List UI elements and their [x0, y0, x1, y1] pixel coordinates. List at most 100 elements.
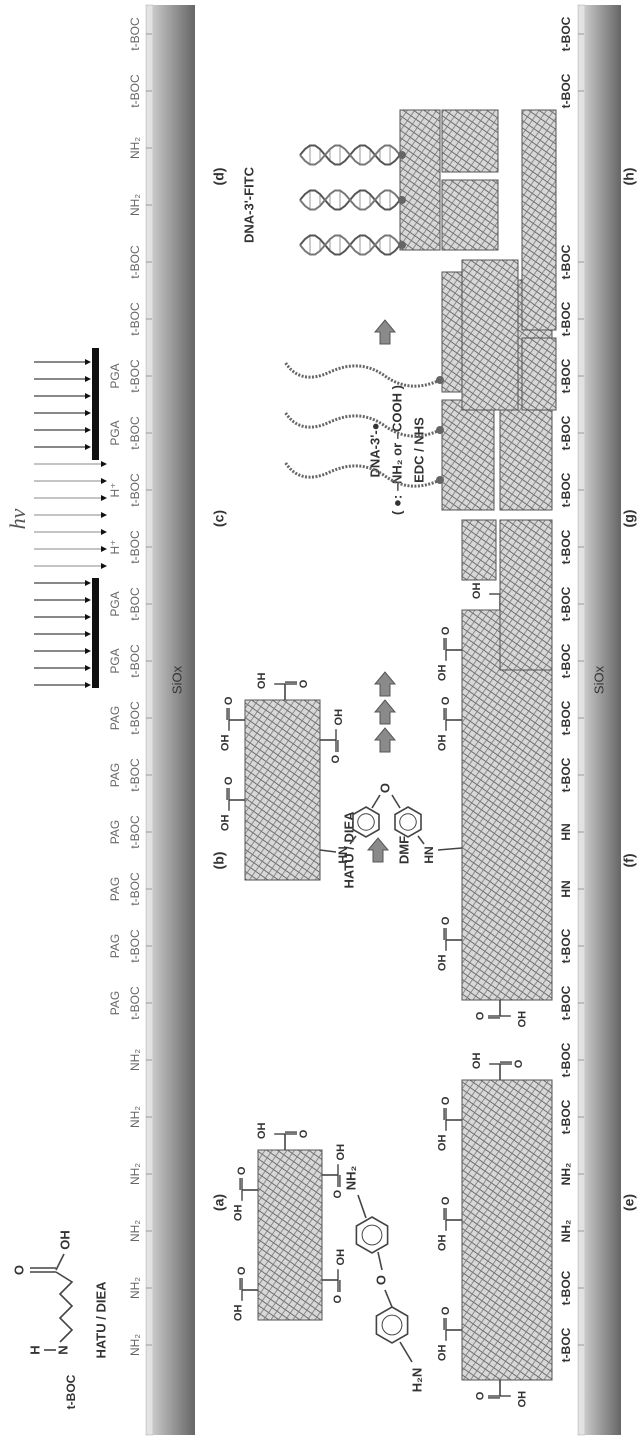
benzene-ring — [375, 1306, 409, 1344]
atom-label: OH — [256, 672, 268, 689]
process-arrow — [366, 837, 390, 863]
atom-label: OH — [437, 1344, 449, 1361]
attachment-point — [436, 476, 444, 484]
surface-cover: PAG — [108, 934, 122, 958]
surface-cover: PAG — [108, 706, 122, 730]
surface-cover: PAG — [108, 991, 122, 1015]
dna-strand — [283, 411, 441, 438]
atom-label: OH — [437, 954, 449, 971]
surface-group: t-BOC — [128, 815, 142, 849]
substrate-top-face — [145, 4, 154, 1436]
surface-group: t-BOC — [559, 700, 573, 735]
surface-cover: PAG — [108, 877, 122, 901]
carbon-nanotube — [441, 399, 495, 511]
panel-label: (b) — [211, 852, 227, 870]
surface-group: t-BOC — [559, 301, 573, 336]
surface-group: t-BOC — [128, 986, 142, 1020]
reagent-label: DMF — [396, 836, 411, 864]
atom-label: OH — [220, 814, 232, 831]
atom-label: OH — [220, 734, 232, 751]
panel-label: (g) — [621, 510, 637, 528]
bond — [399, 1341, 413, 1363]
benzene-ring — [394, 806, 422, 838]
process-arrow — [373, 319, 397, 345]
atom-label: O — [475, 1011, 487, 1020]
surface-group: t-BOC — [128, 74, 142, 108]
surface-group: t-BOC — [559, 1099, 573, 1134]
surface-group: NH₂ — [128, 1277, 142, 1299]
bond — [417, 835, 425, 845]
carbon-nanotube — [461, 1079, 553, 1381]
substrate-top-row — [153, 5, 195, 1435]
panel-label: (f) — [621, 854, 637, 868]
substrate-label: SiOx — [169, 665, 184, 694]
reagent-label: DNA-3'-FITC — [241, 166, 256, 243]
process-arrow — [373, 699, 397, 725]
atom-label: O — [440, 626, 452, 635]
bond — [357, 1194, 367, 1219]
surface-cover: PGA — [108, 363, 122, 388]
reagent-label: EDC / NHS — [411, 417, 426, 483]
attachment-point — [398, 151, 406, 159]
surface-group: t-BOC — [128, 302, 142, 336]
surface-group: NH₂ — [559, 1163, 573, 1186]
aromatic-circle — [357, 813, 375, 831]
attachment-point — [436, 426, 444, 434]
surface-group: t-BOC — [128, 17, 142, 51]
bond — [319, 849, 337, 853]
surface-cover: H⁺ — [108, 483, 122, 498]
benzene-ring — [355, 1216, 389, 1254]
bond — [391, 794, 401, 809]
surface-group: t-BOC — [559, 472, 573, 507]
atom-label: O — [298, 1129, 310, 1138]
panel-label: (d) — [211, 168, 227, 186]
aromatic-circle — [361, 1224, 383, 1246]
reagent-label: HATU / DIEA — [93, 1281, 108, 1359]
atom-label: O — [332, 1294, 344, 1303]
bond — [371, 794, 381, 809]
atom-label: O — [440, 916, 452, 925]
surface-group: t-BOC — [559, 985, 573, 1020]
light-label: hv — [5, 508, 30, 529]
surface-group: t-BOC — [128, 758, 142, 792]
atom-label: OH — [233, 1304, 245, 1321]
alkyl-chain — [55, 1271, 74, 1343]
bond — [55, 1253, 65, 1271]
surface-group: t-BOC — [128, 245, 142, 279]
atom-label: O — [475, 1391, 487, 1400]
atom-label: O — [440, 1196, 452, 1205]
atom-label: OH — [256, 1122, 268, 1139]
dna-helix-strand — [299, 189, 401, 211]
surface-group: t-BOC — [559, 73, 573, 108]
surface-group: NH₂ — [128, 1334, 142, 1356]
atom-label: O — [11, 1265, 26, 1275]
attachment-point — [398, 196, 406, 204]
atom-label: HN — [336, 846, 350, 863]
atom-label: OH — [471, 582, 483, 599]
aromatic-circle — [399, 813, 417, 831]
dna-helix-strand — [299, 144, 401, 166]
surface-group: t-BOC — [559, 1327, 573, 1362]
substrate-label: SiOx — [591, 665, 606, 694]
reagent-label: HATU / DIEA — [341, 811, 356, 889]
surface-group: t-BOC — [559, 757, 573, 792]
surface-cover: PAG — [108, 763, 122, 787]
atom-label: O — [298, 679, 310, 688]
surface-cover: PGA — [108, 648, 122, 673]
carbon-nanotube — [244, 699, 321, 881]
atom-label: OH — [437, 1134, 449, 1151]
atom-label: H₂N — [409, 1368, 424, 1393]
carbon-nanotube — [499, 519, 553, 671]
attachment-point — [398, 241, 406, 249]
surface-group: NH₂ — [128, 1163, 142, 1185]
surface-group: t-BOC — [128, 644, 142, 678]
atom-label: OH — [517, 1391, 529, 1408]
atom-label: N — [55, 1345, 70, 1354]
atom-label: OH — [517, 1011, 529, 1028]
surface-group: t-BOC — [559, 643, 573, 678]
atom-label: O — [513, 1059, 525, 1068]
surface-group: NH₂ — [128, 1220, 142, 1242]
atom-label: H — [27, 1345, 42, 1354]
atom-label: OH — [335, 1144, 347, 1161]
surface-group: t-BOC — [128, 701, 142, 735]
